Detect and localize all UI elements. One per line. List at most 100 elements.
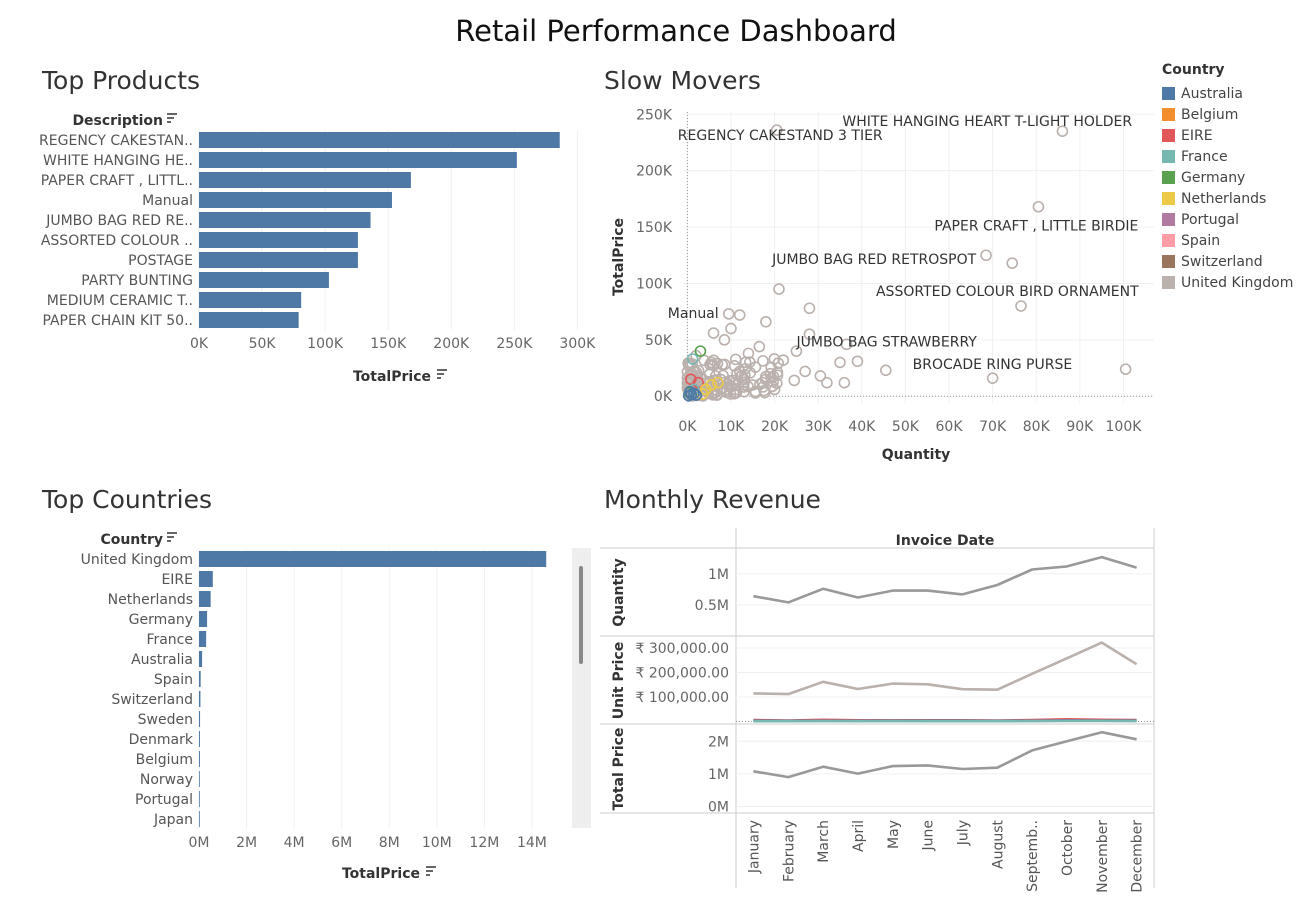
scatter-point <box>705 379 718 391</box>
scatter-point-paper-craft-little-birdie <box>1032 200 1045 213</box>
category-label: Netherlands <box>108 592 193 608</box>
scatter-point <box>684 385 696 398</box>
scatter-point <box>731 368 743 380</box>
category-label: REGENCY CAKESTAN.. <box>39 133 193 149</box>
scatter-point <box>733 309 746 321</box>
x-tick-label: 40K <box>848 419 876 435</box>
x-tick-label: 10K <box>717 419 745 435</box>
x-tick-label: 100K <box>1106 419 1143 435</box>
y-tick-label: 0M <box>708 799 729 815</box>
legend-swatch <box>1162 255 1175 268</box>
bar-belgium <box>199 751 200 767</box>
legend-item-australia[interactable]: Australia <box>1162 83 1293 104</box>
scatter-point <box>1119 363 1132 375</box>
bar-portugal <box>199 791 200 807</box>
top_countries-chart: 0M 2M 4M 6M 8M 10M 12M 14M United Kingdom EIRE Net… <box>81 532 547 882</box>
x-tick-label: 60K <box>936 419 964 435</box>
scatter-point <box>768 383 781 396</box>
x-tick-label: 30K <box>805 419 833 435</box>
category-label: Australia <box>131 652 193 668</box>
legend-item-belgium[interactable]: Belgium <box>1162 104 1293 125</box>
category-label: PAPER CRAFT , LITTL.. <box>41 173 193 189</box>
x-tick-label: 250K <box>496 336 533 352</box>
category-label: PAPER CHAIN KIT 50.. <box>42 313 193 329</box>
point-label: ASSORTED COLOUR BIRD ORNAMENT <box>876 284 1139 300</box>
top_products-chart: 0K 50K 100K 150K 200K 250K 300K REGENCY CAKESTA… <box>39 113 596 385</box>
scatter-point <box>760 315 772 328</box>
countries-scrollbar-thumb[interactable] <box>579 566 583 664</box>
pane-label: Quantity <box>611 558 627 627</box>
bar-paper-craft-littl <box>199 172 411 188</box>
bar-sweden <box>199 711 201 727</box>
legend-item-switzerland[interactable]: Switzerland <box>1162 251 1293 272</box>
scatter-point <box>709 370 722 382</box>
category-label: Portugal <box>135 792 193 808</box>
bar-spain <box>199 671 201 687</box>
legend-item-eire[interactable]: EIRE <box>1162 125 1293 146</box>
top-products-title: Top Products <box>42 66 201 95</box>
month-label: May <box>886 820 902 849</box>
x-tick-label: 10M <box>422 835 452 851</box>
legend-swatch <box>1162 213 1175 226</box>
scatter-point <box>753 340 766 353</box>
category-label: POSTAGE <box>128 253 193 269</box>
dimension-header: Country <box>100 532 163 548</box>
scatter-point <box>694 345 707 357</box>
legend-swatch <box>1162 108 1175 121</box>
legend-item-portugal[interactable]: Portugal <box>1162 209 1293 230</box>
x-tick-label: 300K <box>559 336 596 352</box>
legend-item-united-kingdom[interactable]: United Kingdom <box>1162 272 1293 293</box>
category-label: France <box>146 632 193 648</box>
x-tick-label: 14M <box>517 835 547 851</box>
x-tick-label: 70K <box>979 419 1007 435</box>
month-label: January <box>746 820 762 874</box>
scatter-point <box>838 376 851 389</box>
scatter-point <box>696 388 709 400</box>
legend-label: Switzerland <box>1181 253 1263 270</box>
y-tick-label: 2M <box>708 734 729 750</box>
y-tick-label: 1M <box>708 567 729 583</box>
bar-united-kingdom <box>199 551 547 567</box>
pane-label: Unit Price <box>611 642 627 719</box>
scatter-point <box>692 364 705 377</box>
countries-scrollbar-track[interactable] <box>572 548 591 828</box>
bar-australia <box>199 651 203 667</box>
month-label: February <box>781 820 797 882</box>
scatter-point <box>851 355 864 368</box>
scatter-point <box>716 358 729 371</box>
legend-swatch <box>1162 192 1175 205</box>
x-axis-title: Quantity <box>882 447 951 463</box>
x-tick-label: 8M <box>379 835 400 851</box>
y-tick-label: ₹ 100,000.00 <box>635 690 729 706</box>
legend-item-germany[interactable]: Germany <box>1162 167 1293 188</box>
legend-swatch <box>1162 87 1175 100</box>
scatter-point-manual <box>722 308 735 320</box>
legend-title: Country <box>1162 62 1225 78</box>
scatter-point <box>742 347 755 360</box>
series-line-total-price <box>753 730 1137 779</box>
scatter-point <box>686 353 699 365</box>
x-tick-label: 4M <box>284 835 305 851</box>
scatter-point-assorted-colour-bird-ornament <box>1015 300 1027 312</box>
country-legend[interactable]: Country Australia Belgium EIRE France German… <box>1162 62 1293 293</box>
legend-item-netherlands[interactable]: Netherlands <box>1162 188 1293 209</box>
month-label: December <box>1130 820 1146 893</box>
bar-party-bunting <box>199 272 329 288</box>
scatter-point <box>718 334 731 346</box>
legend-label: EIRE <box>1181 127 1213 144</box>
x-tick-label: 100K <box>307 336 344 352</box>
legend-item-spain[interactable]: Spain <box>1162 230 1293 251</box>
scatter-point <box>834 356 846 369</box>
x-tick-label: 80K <box>1023 419 1051 435</box>
scatter-point <box>803 328 816 340</box>
bar-netherlands <box>199 591 211 607</box>
category-label: ASSORTED COLOUR .. <box>41 233 193 249</box>
dashboard-title: Retail Performance Dashboard <box>455 14 897 48</box>
y-tick-label: 200K <box>636 164 673 180</box>
category-label: WHITE HANGING HE.. <box>43 153 193 169</box>
legend-item-france[interactable]: France <box>1162 146 1293 167</box>
scatter-point <box>725 322 737 335</box>
scatter-point <box>738 385 750 398</box>
scatter-point <box>685 373 697 386</box>
